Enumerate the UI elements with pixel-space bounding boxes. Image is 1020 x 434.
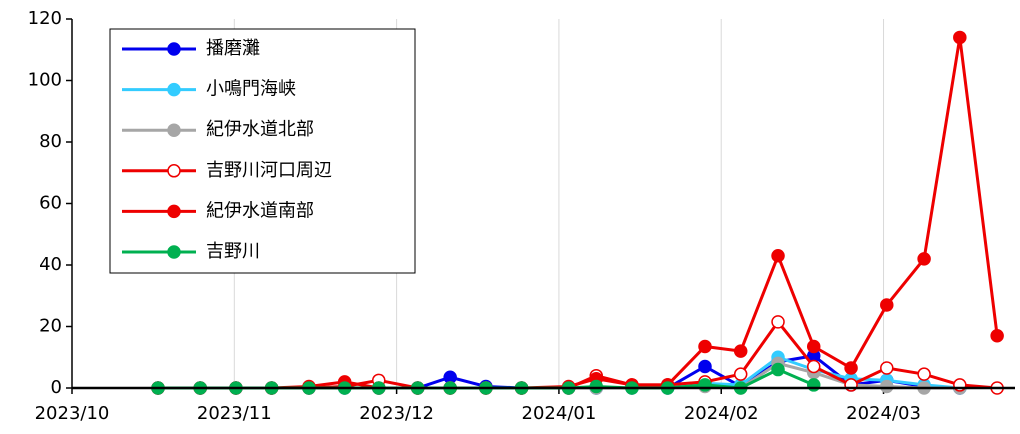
data-point — [771, 315, 785, 329]
legend-label: 播磨灘 — [206, 38, 260, 59]
legend-marker — [167, 245, 181, 259]
data-point — [990, 328, 1004, 343]
y-tick-label: 120 — [28, 8, 62, 29]
data-point — [733, 367, 748, 381]
legend-label: 紀伊水道北部 — [206, 119, 314, 140]
data-point — [880, 298, 894, 312]
legend-label: 小鳴門海峡 — [206, 79, 296, 100]
x-tick-label: 2024/02 — [684, 403, 759, 424]
legend-marker — [167, 164, 181, 178]
legend-label: 吉野川河口周辺 — [206, 160, 332, 181]
data-point — [806, 339, 821, 354]
data-point — [806, 359, 821, 374]
data-point — [880, 361, 894, 375]
legend-marker — [167, 42, 181, 56]
x-tick-label: 2023/12 — [359, 403, 434, 424]
data-point — [771, 249, 785, 263]
data-point — [953, 30, 967, 45]
data-point — [844, 361, 858, 375]
data-point — [698, 359, 712, 374]
x-tick-label: 2023/11 — [197, 403, 272, 424]
x-tick-label: 2024/01 — [522, 403, 597, 424]
data-point — [917, 252, 931, 266]
y-tick-label: 100 — [28, 70, 62, 91]
legend-label: 紀伊水道南部 — [206, 200, 314, 221]
data-point — [880, 379, 894, 394]
y-tick-label: 0 — [51, 377, 62, 398]
data-point — [771, 362, 785, 377]
y-tick-label: 40 — [39, 254, 62, 275]
x-tick-label: 2024/03 — [846, 403, 921, 424]
legend-label: 吉野川 — [206, 241, 260, 262]
legend-marker — [167, 82, 181, 97]
data-point — [917, 367, 931, 381]
data-point — [733, 344, 748, 358]
y-tick-label: 80 — [39, 131, 62, 152]
legend-marker — [167, 123, 181, 137]
y-tick-label: 60 — [39, 193, 62, 214]
x-tick-label: 2023/10 — [35, 403, 110, 424]
y-tick-label: 20 — [39, 316, 62, 337]
data-point — [698, 339, 712, 354]
data-point — [589, 379, 603, 394]
legend-box — [109, 28, 416, 274]
legend-marker — [167, 204, 181, 219]
